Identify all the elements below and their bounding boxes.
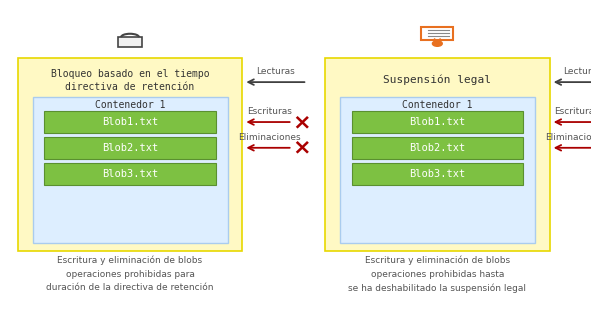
FancyBboxPatch shape — [421, 27, 453, 40]
Text: Blob3.txt: Blob3.txt — [409, 168, 466, 179]
Text: ×: × — [292, 138, 311, 158]
FancyBboxPatch shape — [352, 137, 523, 159]
Text: Eliminaciones: Eliminaciones — [545, 133, 591, 142]
FancyBboxPatch shape — [18, 58, 242, 251]
Text: Lecturas: Lecturas — [256, 67, 295, 76]
FancyBboxPatch shape — [44, 163, 216, 185]
Text: Bloqueo basado en el tiempo: Bloqueo basado en el tiempo — [51, 69, 209, 79]
Text: Lecturas: Lecturas — [563, 67, 591, 76]
FancyBboxPatch shape — [44, 111, 216, 133]
Text: se ha deshabilitado la suspensión legal: se ha deshabilitado la suspensión legal — [348, 283, 527, 293]
Text: operaciones prohibidas hasta: operaciones prohibidas hasta — [371, 270, 504, 279]
Text: Blob3.txt: Blob3.txt — [102, 168, 158, 179]
Text: directiva de retención: directiva de retención — [66, 82, 194, 92]
Text: Contenedor 1: Contenedor 1 — [95, 100, 165, 110]
Text: Contenedor 1: Contenedor 1 — [402, 100, 473, 110]
Text: Escritura y eliminación de blobs: Escritura y eliminación de blobs — [365, 256, 510, 266]
FancyBboxPatch shape — [44, 137, 216, 159]
FancyBboxPatch shape — [352, 163, 523, 185]
Text: operaciones prohibidas para: operaciones prohibidas para — [66, 270, 194, 279]
Text: Blob1.txt: Blob1.txt — [102, 117, 158, 127]
Text: Escrituras: Escrituras — [554, 107, 591, 116]
FancyBboxPatch shape — [325, 58, 550, 251]
FancyBboxPatch shape — [118, 37, 142, 47]
Circle shape — [433, 41, 442, 46]
Text: ×: × — [292, 112, 311, 132]
Text: Eliminaciones: Eliminaciones — [238, 133, 301, 142]
Text: Blob1.txt: Blob1.txt — [409, 117, 466, 127]
Text: Blob2.txt: Blob2.txt — [409, 143, 466, 153]
Text: Escrituras: Escrituras — [247, 107, 292, 116]
Text: duración de la directiva de retención: duración de la directiva de retención — [46, 283, 214, 292]
Text: Blob2.txt: Blob2.txt — [102, 143, 158, 153]
FancyBboxPatch shape — [352, 111, 523, 133]
Text: Suspensión legal: Suspensión legal — [384, 74, 491, 85]
FancyBboxPatch shape — [33, 97, 228, 243]
Text: Escritura y eliminación de blobs: Escritura y eliminación de blobs — [57, 256, 203, 266]
FancyBboxPatch shape — [340, 97, 535, 243]
